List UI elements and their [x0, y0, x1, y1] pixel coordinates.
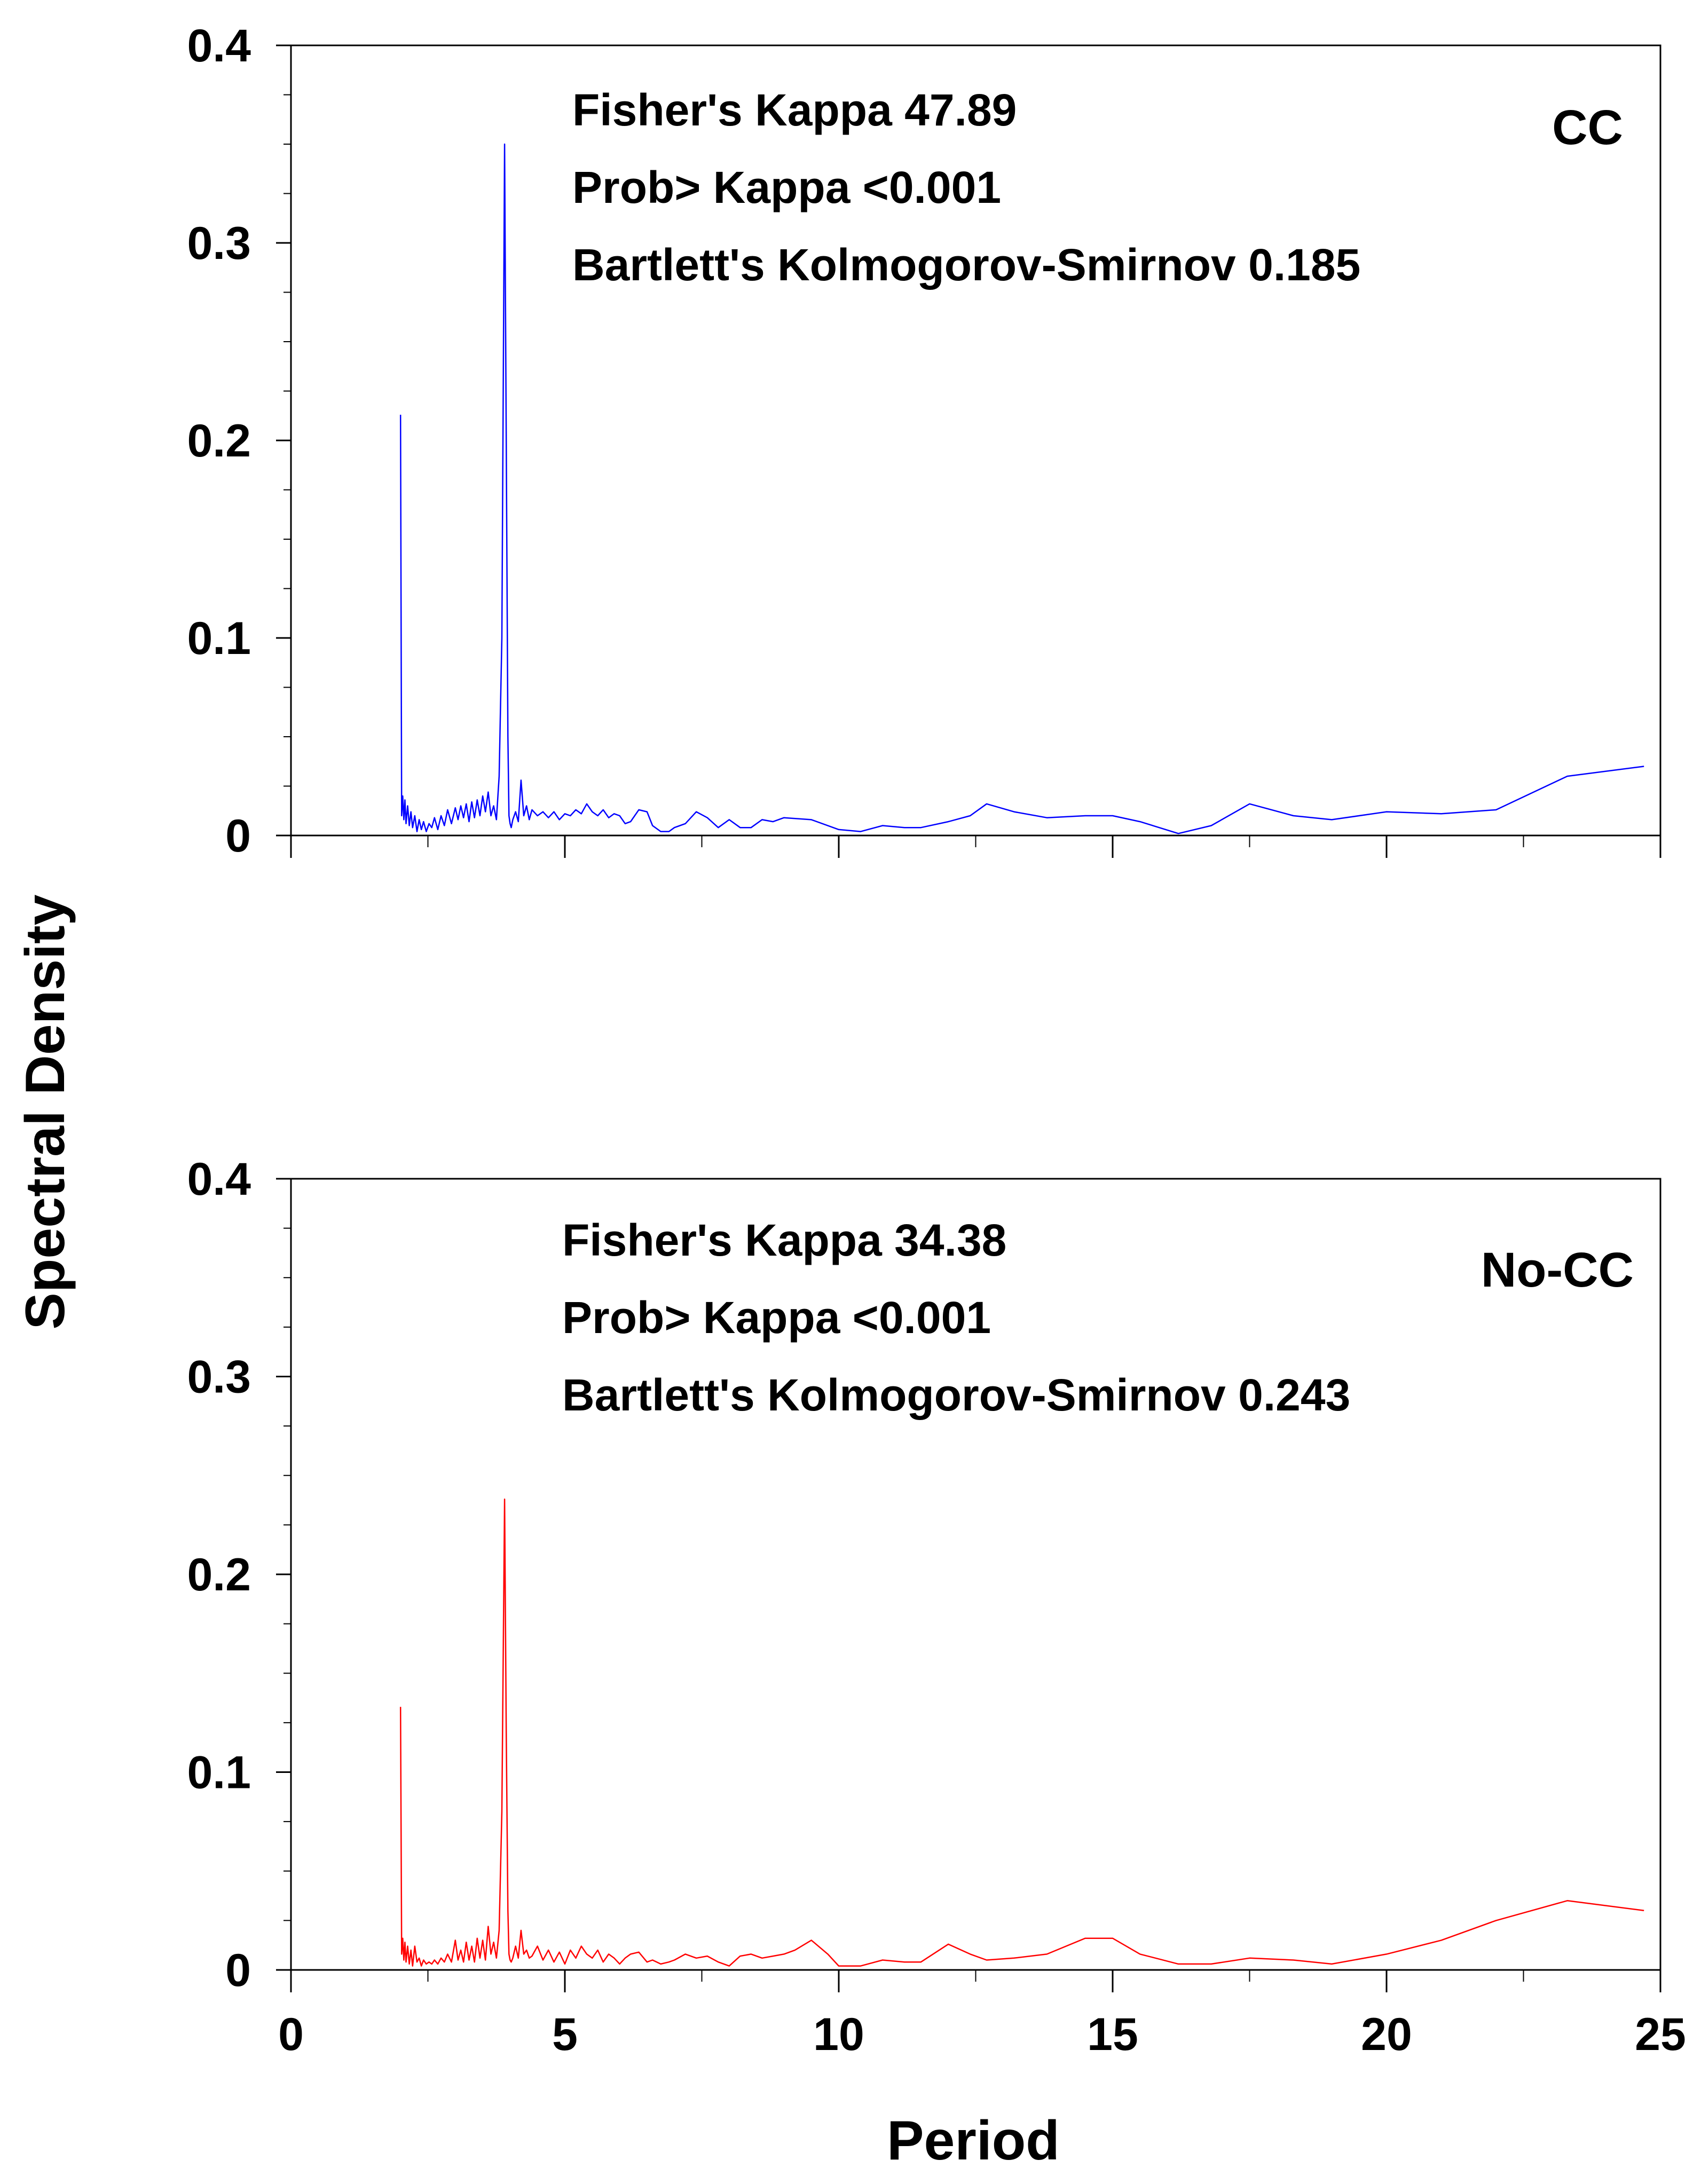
x-tick-label: 15 — [1087, 2009, 1138, 2060]
annotation-0: Fisher's Kappa 47.89 — [572, 85, 1017, 135]
y-tick-label: 0.1 — [187, 613, 251, 664]
x-tick-label: 0 — [278, 2009, 304, 2060]
y-tick-label: 0.3 — [187, 218, 251, 269]
spectral-density-line — [399, 1498, 1644, 1967]
x-tick-label: 25 — [1635, 2009, 1686, 2060]
x-tick-label: 20 — [1361, 2009, 1412, 2060]
annotation-0: Fisher's Kappa 34.38 — [562, 1215, 1006, 1265]
y-tick-label: 0.2 — [187, 1549, 251, 1600]
y-tick-label: 0 — [225, 1945, 251, 1996]
panel-label: No-CC — [1481, 1243, 1634, 1297]
annotation-2: Bartlett's Kolmogorov-Smirnov 0.185 — [572, 240, 1360, 290]
panel-label: CC — [1552, 100, 1623, 155]
annotation-1: Prob> Kappa <0.001 — [572, 162, 1001, 212]
chart-panel-1: 0 0.1 0.2 0.3 0.4 0 5 10 15 20 25 Fisher's Kappa 34… — [187, 1154, 1686, 2060]
x-tick-label: 5 — [552, 2009, 578, 2060]
x-tick-label: 10 — [813, 2009, 864, 2060]
annotation-1: Prob> Kappa <0.001 — [562, 1292, 991, 1343]
spectral-density-line — [399, 143, 1644, 834]
y-tick-label: 0.4 — [187, 20, 251, 72]
x-axis-title: Period — [887, 2110, 1060, 2172]
chart-panel-0: 0 0.1 0.2 0.3 0.4 Fisher's Kappa 47.89 Prob> K… — [187, 20, 1661, 862]
y-axis-title: Spectral Density — [14, 894, 76, 1329]
y-tick-label: 0.1 — [187, 1747, 251, 1799]
y-tick-label: 0.2 — [187, 415, 251, 467]
y-tick-label: 0 — [225, 810, 251, 862]
y-tick-label: 0.3 — [187, 1352, 251, 1403]
annotation-2: Bartlett's Kolmogorov-Smirnov 0.243 — [562, 1370, 1350, 1420]
y-tick-label: 0.4 — [187, 1154, 251, 1205]
